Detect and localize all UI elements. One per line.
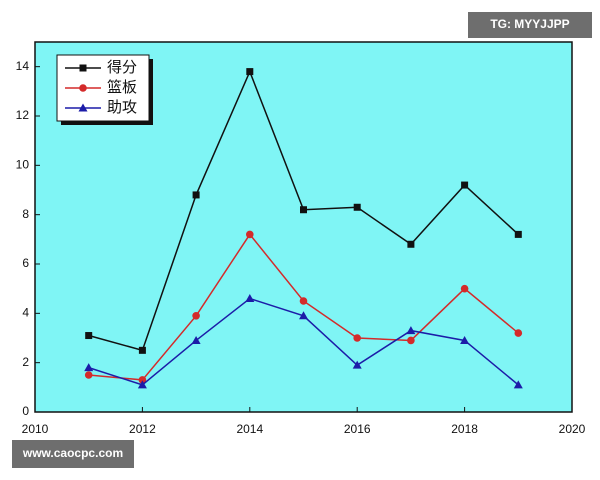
marker [79,84,87,92]
marker [300,206,307,214]
watermark: TG: MYYJJPP [490,17,569,31]
watermark-box [12,440,134,468]
marker [245,294,255,303]
marker [137,380,147,389]
marker [514,329,523,337]
y-tick-label: 8 [22,207,29,221]
marker [85,332,93,340]
legend-label: 得分 [107,59,137,76]
marker [299,297,308,305]
marker [192,191,200,199]
marker [353,334,362,342]
marker [407,240,415,248]
y-tick-label: 0 [22,404,29,418]
marker [246,68,254,76]
marker [460,284,469,293]
marker [138,376,147,384]
y-tick-label: 12 [16,108,30,122]
y-tick-label: 14 [16,59,30,73]
marker [84,363,94,372]
x-tick-label: 2016 [344,422,371,436]
x-tick-label: 2018 [451,422,478,436]
marker [461,181,469,189]
marker [79,64,87,72]
marker [460,335,470,344]
watermark-box [468,12,592,38]
marker [353,203,361,211]
marker [191,335,201,344]
marker [84,371,93,379]
marker [246,230,254,239]
marker [78,103,88,112]
marker [513,380,523,389]
legend-label: 助攻 [107,99,137,116]
x-tick-label: 2010 [22,422,49,436]
legend-label: 篮板 [107,78,137,96]
marker [514,230,522,238]
marker [352,360,362,369]
y-tick-label: 2 [22,355,29,369]
marker [138,346,146,354]
marker [299,311,308,320]
y-tick-label: 4 [22,306,29,320]
marker [192,312,200,320]
x-tick-label: 2020 [559,422,586,436]
y-tick-label: 6 [22,256,29,270]
legend [56,54,150,122]
x-tick-label: 2012 [129,422,156,436]
marker [407,336,415,345]
marker [406,326,416,335]
x-tick-label: 2014 [236,422,263,436]
watermark: www.caocpc.com [22,446,123,460]
y-tick-label: 10 [16,158,30,172]
